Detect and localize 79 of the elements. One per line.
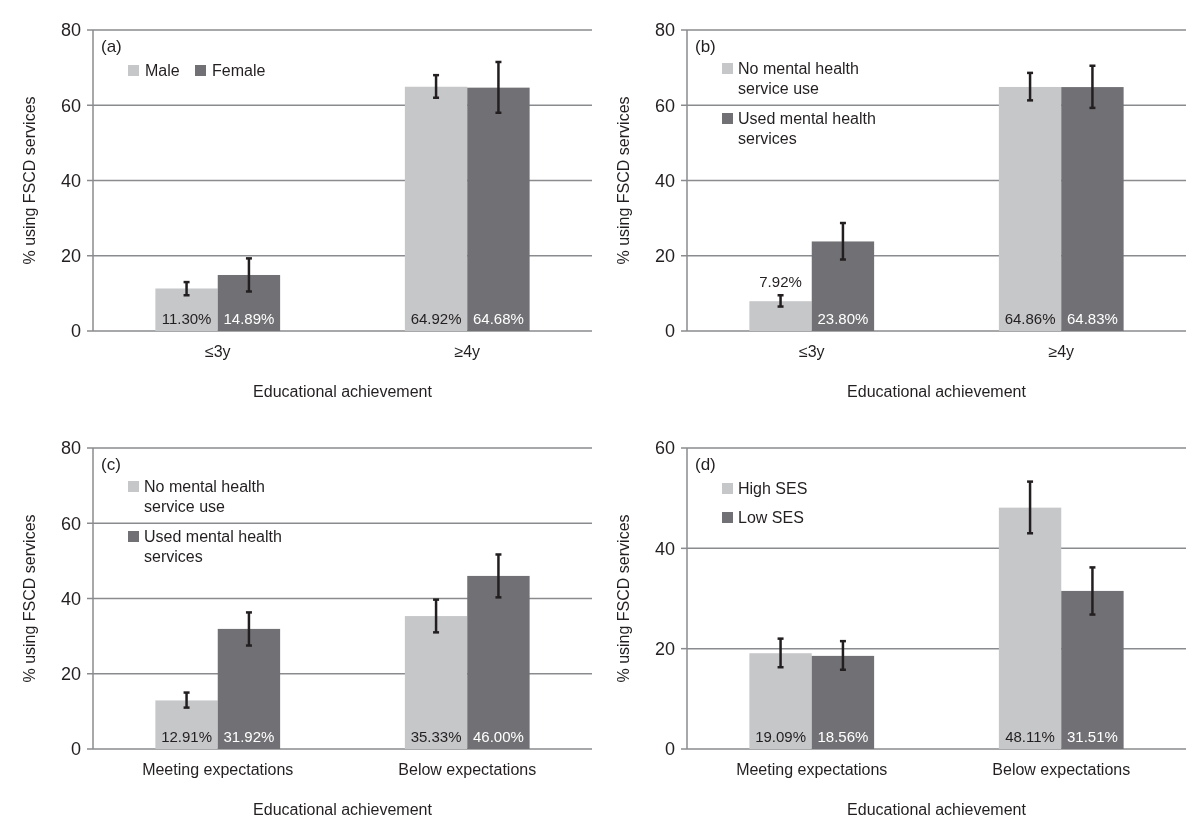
- data-label: 7.92%: [759, 273, 802, 291]
- data-label: 64.83%: [1067, 310, 1118, 327]
- y-tick-label: 40: [60, 588, 81, 609]
- y-tick-label: 60: [654, 95, 675, 116]
- legend-label: Male: [145, 61, 180, 79]
- data-label: 31.92%: [223, 728, 275, 745]
- legend-label: No mental health service use: [144, 477, 265, 516]
- y-axis-title: % using FSCD services: [21, 514, 38, 683]
- x-axis-title: Educational achievement: [253, 801, 433, 818]
- y-axis-title: % using FSCD services: [615, 96, 632, 265]
- chart-title: (b): [695, 37, 716, 56]
- data-label: 12.91%: [161, 728, 212, 745]
- y-tick-label: 0: [664, 739, 675, 760]
- y-tick-label: 80: [60, 20, 81, 41]
- legend-label: Used mental health services: [144, 527, 282, 566]
- bar: [404, 616, 468, 749]
- y-tick-label: 80: [60, 438, 81, 459]
- x-axis-title: Educational achievement: [847, 383, 1027, 400]
- y-tick-label: 40: [654, 538, 675, 559]
- y-tick-label: 80: [654, 20, 675, 41]
- data-label: 11.30%: [161, 310, 212, 327]
- x-tick-label: ≤3y: [798, 343, 825, 360]
- bar: [467, 575, 530, 749]
- data-label: 64.86%: [1004, 310, 1056, 327]
- data-label: 23.80%: [817, 310, 869, 327]
- bar: [467, 87, 530, 331]
- y-tick-label: 0: [664, 321, 675, 342]
- legend-label: Female: [212, 61, 266, 79]
- bar: [217, 274, 281, 331]
- chart-title: (a): [101, 37, 122, 56]
- y-axis-title: % using FSCD services: [615, 514, 632, 683]
- y-tick-label: 20: [654, 246, 675, 267]
- legend-label: Low SES: [738, 508, 804, 526]
- bar: [155, 288, 218, 331]
- x-tick-label: Below expectations: [398, 761, 537, 778]
- y-tick-label: 20: [654, 638, 675, 659]
- x-tick-label: ≥4y: [1048, 343, 1075, 360]
- bar: [749, 301, 812, 331]
- data-label: 48.11%: [1005, 728, 1055, 745]
- y-tick-label: 0: [70, 321, 81, 342]
- bar: [811, 241, 875, 331]
- x-axis-title: Educational achievement: [847, 801, 1027, 818]
- x-tick-label: ≥4y: [454, 343, 481, 360]
- data-label: 19.09%: [755, 728, 806, 745]
- bar: [811, 655, 875, 749]
- data-label: 46.00%: [473, 728, 524, 745]
- data-label: 18.56%: [817, 728, 869, 745]
- x-tick-label: Meeting expectations: [142, 761, 294, 778]
- y-tick-label: 20: [60, 246, 81, 267]
- legend-label: High SES: [738, 479, 808, 497]
- y-tick-label: 60: [654, 438, 675, 459]
- data-label: 35.33%: [410, 728, 462, 745]
- y-tick-label: 20: [60, 664, 81, 685]
- legend-label: Used mental health services: [738, 109, 876, 148]
- chart-title: (d): [695, 455, 716, 474]
- bar: [998, 86, 1062, 331]
- x-tick-label: Below expectations: [992, 761, 1131, 778]
- x-tick-label: Meeting expectations: [736, 761, 888, 778]
- bar: [1061, 590, 1124, 749]
- bar: [1061, 87, 1124, 331]
- data-label: 31.51%: [1067, 728, 1118, 745]
- data-label: 14.89%: [223, 310, 275, 327]
- x-tick-label: ≤3y: [204, 343, 231, 360]
- bar: [404, 86, 468, 331]
- y-tick-label: 60: [60, 513, 81, 534]
- legend-label: No mental health service use: [738, 59, 859, 98]
- bar: [217, 628, 281, 749]
- y-axis-title: % using FSCD services: [21, 96, 38, 265]
- y-tick-label: 60: [60, 95, 81, 116]
- data-label: 64.68%: [473, 310, 524, 327]
- bar: [998, 507, 1062, 749]
- y-tick-label: 40: [654, 170, 675, 191]
- y-tick-label: 40: [60, 170, 81, 191]
- chart-title: (c): [101, 455, 121, 474]
- bar: [749, 653, 812, 749]
- y-tick-label: 0: [70, 739, 81, 760]
- bar: [155, 700, 218, 749]
- data-label: 64.92%: [410, 310, 462, 327]
- x-axis-title: Educational achievement: [253, 383, 433, 400]
